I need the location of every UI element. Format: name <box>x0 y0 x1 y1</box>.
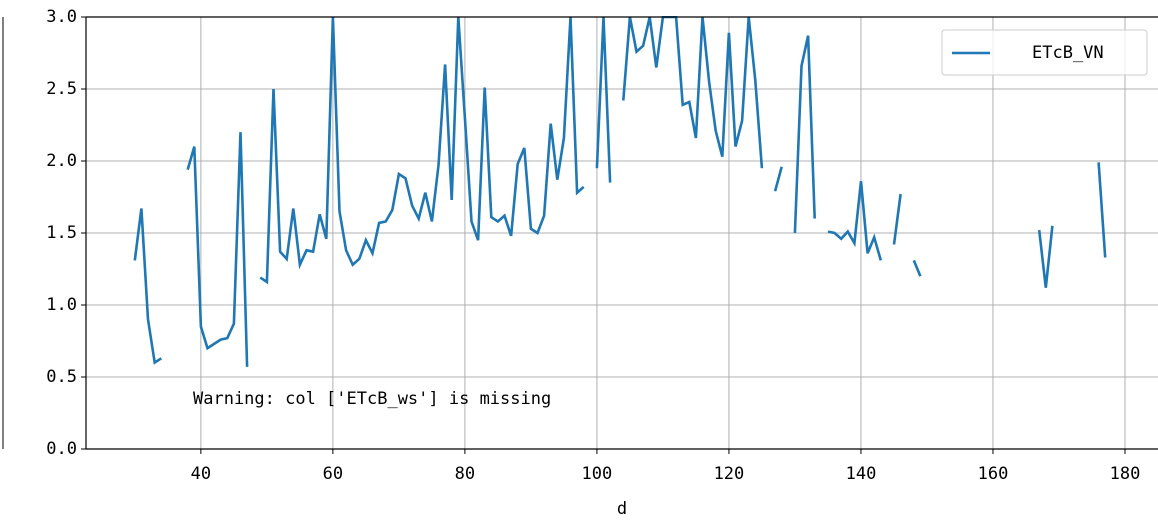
x-tick-label: 180 <box>1110 464 1141 484</box>
x-tick-label: 160 <box>978 464 1009 484</box>
x-tick-label: 80 <box>455 464 475 484</box>
y-tick-label: 3.0 <box>46 7 77 27</box>
y-tick-label: 2.5 <box>46 79 77 99</box>
data-line <box>133 16 1107 367</box>
y-tick-label: 0.5 <box>46 367 77 387</box>
y-tick-label: 0.0 <box>46 439 77 459</box>
x-tick-label: 100 <box>582 464 613 484</box>
legend-box <box>941 29 1148 76</box>
y-tick-label: 1.0 <box>46 295 77 315</box>
x-tick-label: 120 <box>714 464 745 484</box>
x-tick-label: 40 <box>191 464 211 484</box>
x-tick-label: 140 <box>846 464 877 484</box>
x-axis-label: d <box>617 499 627 519</box>
annotation: Warning: col ['ETcB_ws'] is missing <box>193 389 551 409</box>
legend-label: ETcB_VN <box>1032 43 1104 63</box>
y-tick-label: 1.5 <box>46 223 77 243</box>
x-tick-label: 60 <box>323 464 343 484</box>
y-tick-label: 2.0 <box>46 151 77 171</box>
